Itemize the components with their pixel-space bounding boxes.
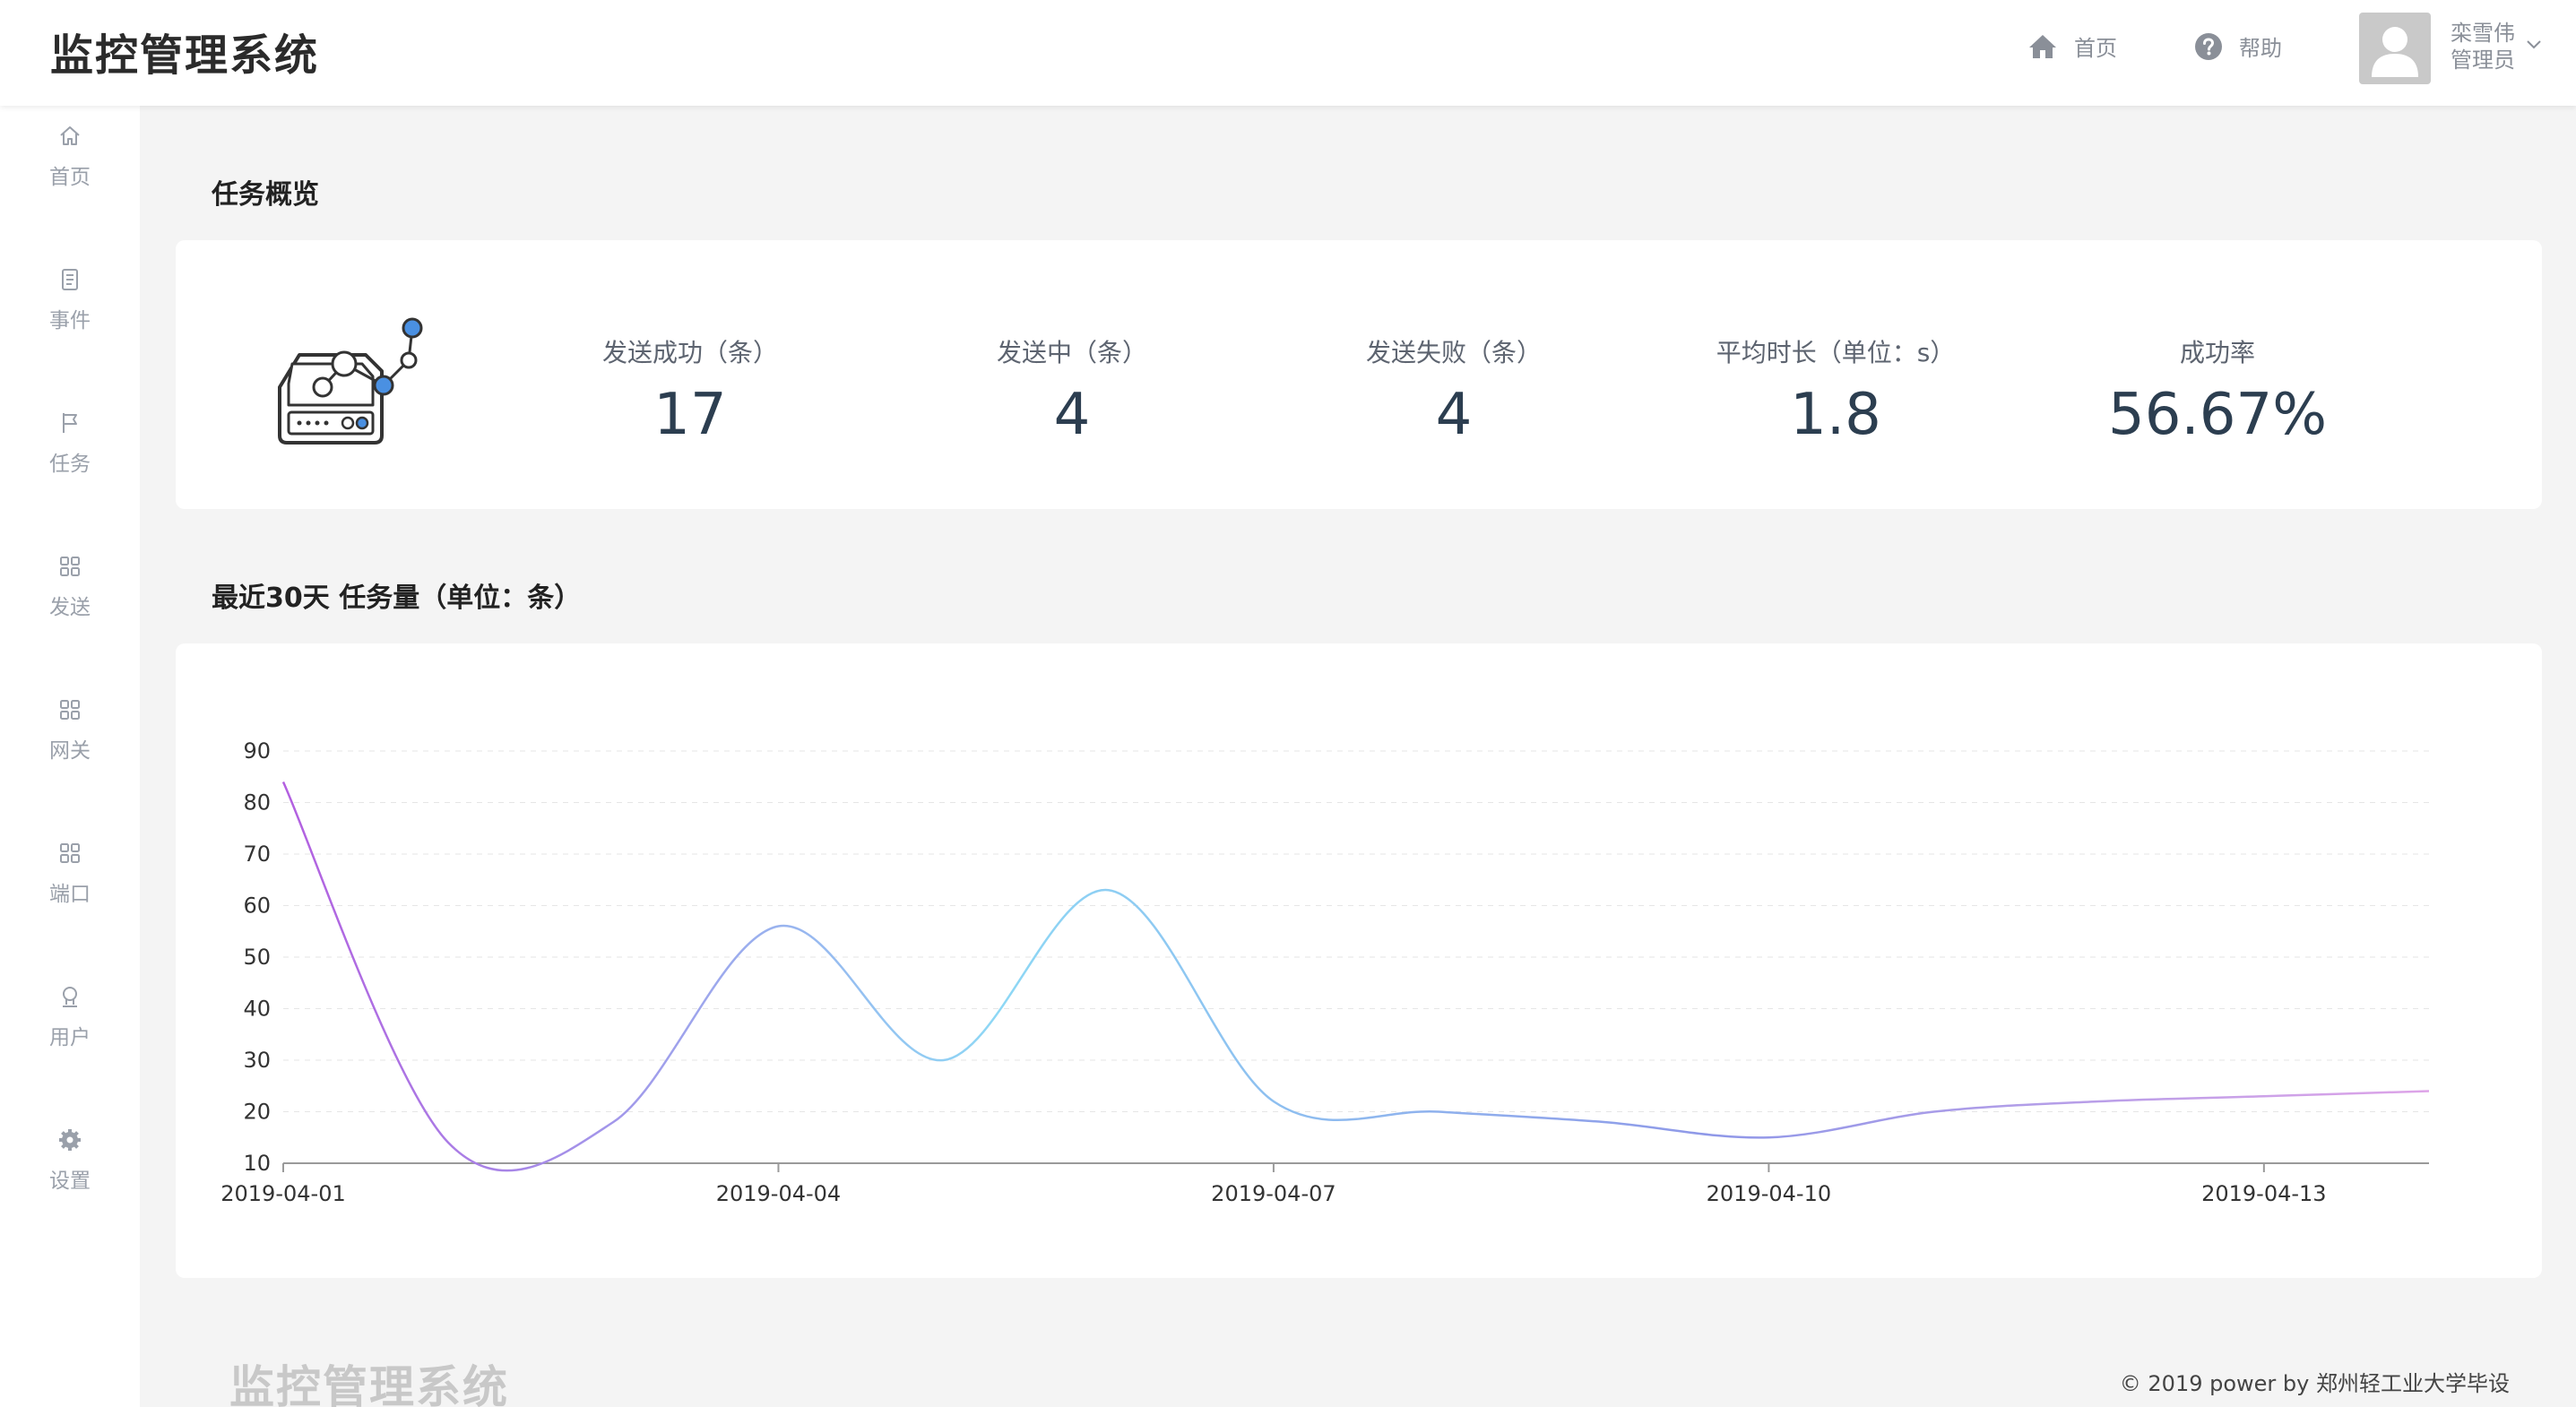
header-help-link[interactable]: 帮助: [2194, 30, 2282, 62]
x-tick-label: 2019-04-10: [1707, 1181, 1831, 1206]
data-point[interactable]: [1434, 1108, 1443, 1117]
data-point[interactable]: [939, 1056, 948, 1065]
sidebar-item-settings[interactable]: 设置: [0, 1111, 140, 1210]
x-tick-label: 2019-04-04: [716, 1181, 841, 1206]
flag-icon: [63, 413, 77, 433]
y-tick-label: 90: [243, 738, 271, 764]
data-point[interactable]: [774, 922, 782, 931]
stat-label: 发送成功（条）: [601, 338, 778, 367]
sidebar-item-label: 用户: [49, 1026, 91, 1049]
x-tick-label: 2019-04-01: [220, 1181, 345, 1206]
data-point[interactable]: [279, 778, 288, 787]
stat-value: 4: [1053, 382, 1091, 448]
data-point[interactable]: [1599, 1118, 1608, 1126]
user-menu[interactable]: 栾雪伟 管理员: [2451, 20, 2515, 73]
app-title: 监控管理系统: [50, 30, 320, 81]
top-header: 监控管理系统 首页 帮助 栾雪伟 管理员: [0, 0, 2576, 106]
user-icon: [63, 987, 77, 1007]
stat-send-success: 发送成功（条） 17: [520, 333, 860, 448]
data-point[interactable]: [1104, 885, 1113, 894]
sidebar-item-tasks[interactable]: 任务: [0, 394, 140, 493]
x-tick-label: 2019-04-07: [1211, 1181, 1336, 1206]
question-icon: [2195, 32, 2222, 60]
sidebar: 首页事件任务发送网关端口用户设置: [0, 106, 140, 1407]
header-help-label: 帮助: [2239, 36, 2282, 61]
sidebar-item-label: 事件: [49, 309, 91, 332]
chart-title: 最近30天 任务量（单位：条）: [212, 583, 582, 614]
sidebar-item-events[interactable]: 事件: [0, 251, 140, 350]
grid-icon: [60, 700, 80, 720]
header-home-label: 首页: [2074, 36, 2117, 61]
y-tick-label: 20: [243, 1100, 271, 1125]
stat-value: 1.8: [1790, 382, 1881, 448]
stat-value: 56.67%: [2107, 382, 2328, 448]
document-icon: [62, 269, 78, 290]
grid-icon: [60, 843, 80, 863]
y-tick-label: 70: [243, 842, 271, 867]
gear-icon: [59, 1129, 81, 1151]
stat-label: 成功率: [2179, 338, 2255, 367]
data-point[interactable]: [444, 1138, 453, 1147]
user-silhouette-icon: [2372, 27, 2418, 77]
hard-drive-icon: [278, 317, 423, 445]
home-icon: [60, 126, 80, 145]
data-point[interactable]: [2095, 1097, 2104, 1106]
stat-average-duration: 平均时长（单位：s） 1.8: [1665, 333, 2006, 448]
sidebar-item-port[interactable]: 端口: [0, 824, 140, 923]
stat-send-failed: 发送失败（条） 4: [1284, 333, 1624, 448]
chevron-down-icon[interactable]: [2526, 39, 2542, 50]
sidebar-item-users[interactable]: 用户: [0, 968, 140, 1066]
avatar[interactable]: [2359, 13, 2431, 84]
sidebar-item-gateway[interactable]: 网关: [0, 681, 140, 780]
y-tick-label: 50: [243, 945, 271, 970]
data-point[interactable]: [609, 1118, 618, 1126]
stat-sending: 发送中（条） 4: [902, 333, 1242, 448]
stat-label: 平均时长（单位：s）: [1716, 338, 1956, 367]
data-point[interactable]: [1269, 1097, 1278, 1106]
y-tick-label: 40: [243, 997, 271, 1022]
sidebar-item-send[interactable]: 发送: [0, 538, 140, 636]
data-point[interactable]: [1930, 1108, 1939, 1117]
stat-success-rate: 成功率 56.67%: [2047, 333, 2388, 448]
x-tick-label: 2019-04-13: [2201, 1181, 2326, 1206]
sidebar-item-label: 首页: [49, 166, 91, 189]
y-tick-label: 80: [243, 790, 271, 816]
sidebar-item-label: 端口: [49, 883, 91, 906]
data-point[interactable]: [1764, 1133, 1773, 1142]
overview-card: 发送成功（条） 17 发送中（条） 4 发送失败（条） 4 平均时长（单位：s）…: [176, 240, 2542, 509]
task-volume-series-line: [281, 781, 2430, 1172]
sidebar-item-label: 设置: [49, 1170, 91, 1193]
footer-brand: 监控管理系统: [229, 1361, 509, 1407]
task-volume-line-chart: 10 20 30 40 50 60 70 80 90 2019-04-01 2019-04-04 20…: [220, 738, 2433, 1206]
data-point[interactable]: [2260, 1092, 2269, 1101]
stat-label: 发送中（条）: [996, 338, 1147, 367]
header-home-link[interactable]: 首页: [2027, 30, 2117, 62]
user-role: 管理员: [2451, 47, 2515, 73]
user-name: 栾雪伟: [2451, 21, 2515, 46]
y-tick-label: 10: [243, 1151, 271, 1176]
data-point[interactable]: [2425, 1087, 2433, 1096]
sidebar-item-label: 任务: [49, 453, 91, 476]
stat-label: 发送失败（条）: [1365, 338, 1542, 367]
sidebar-item-label: 发送: [49, 596, 91, 619]
footer-copyright: © 2019 power by 郑州轻工业大学毕设: [2119, 1371, 2510, 1396]
chart-card: 10 20 30 40 50 60 70 80 90 2019-04-01 2019-04-04 20…: [176, 643, 2542, 1278]
y-tick-label: 30: [243, 1048, 271, 1073]
sidebar-item-home[interactable]: 首页: [0, 108, 140, 206]
sidebar-item-label: 网关: [49, 739, 91, 763]
stat-value: 4: [1435, 382, 1473, 448]
stat-value: 17: [653, 382, 727, 448]
y-tick-label: 60: [243, 893, 271, 919]
grid-icon: [60, 557, 80, 576]
overview-title: 任务概览: [212, 179, 319, 211]
home-icon: [2029, 34, 2056, 58]
